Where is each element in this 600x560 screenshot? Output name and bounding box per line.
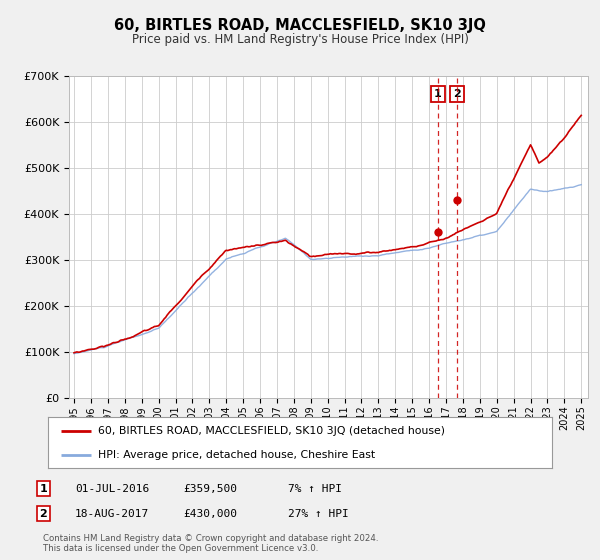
Text: 1: 1: [40, 484, 47, 494]
Text: 60, BIRTLES ROAD, MACCLESFIELD, SK10 3JQ: 60, BIRTLES ROAD, MACCLESFIELD, SK10 3JQ: [114, 18, 486, 32]
Text: This data is licensed under the Open Government Licence v3.0.: This data is licensed under the Open Gov…: [43, 544, 319, 553]
Text: 27% ↑ HPI: 27% ↑ HPI: [288, 508, 349, 519]
Text: 01-JUL-2016: 01-JUL-2016: [75, 484, 149, 494]
Text: 2: 2: [40, 508, 47, 519]
Text: Price paid vs. HM Land Registry's House Price Index (HPI): Price paid vs. HM Land Registry's House …: [131, 32, 469, 46]
Text: 18-AUG-2017: 18-AUG-2017: [75, 508, 149, 519]
Text: HPI: Average price, detached house, Cheshire East: HPI: Average price, detached house, Ches…: [98, 450, 376, 460]
Text: £359,500: £359,500: [183, 484, 237, 494]
Text: 60, BIRTLES ROAD, MACCLESFIELD, SK10 3JQ (detached house): 60, BIRTLES ROAD, MACCLESFIELD, SK10 3JQ…: [98, 426, 445, 436]
Text: £430,000: £430,000: [183, 508, 237, 519]
Text: 1: 1: [434, 89, 442, 99]
Text: Contains HM Land Registry data © Crown copyright and database right 2024.: Contains HM Land Registry data © Crown c…: [43, 534, 379, 543]
Text: 7% ↑ HPI: 7% ↑ HPI: [288, 484, 342, 494]
Text: 2: 2: [453, 89, 461, 99]
